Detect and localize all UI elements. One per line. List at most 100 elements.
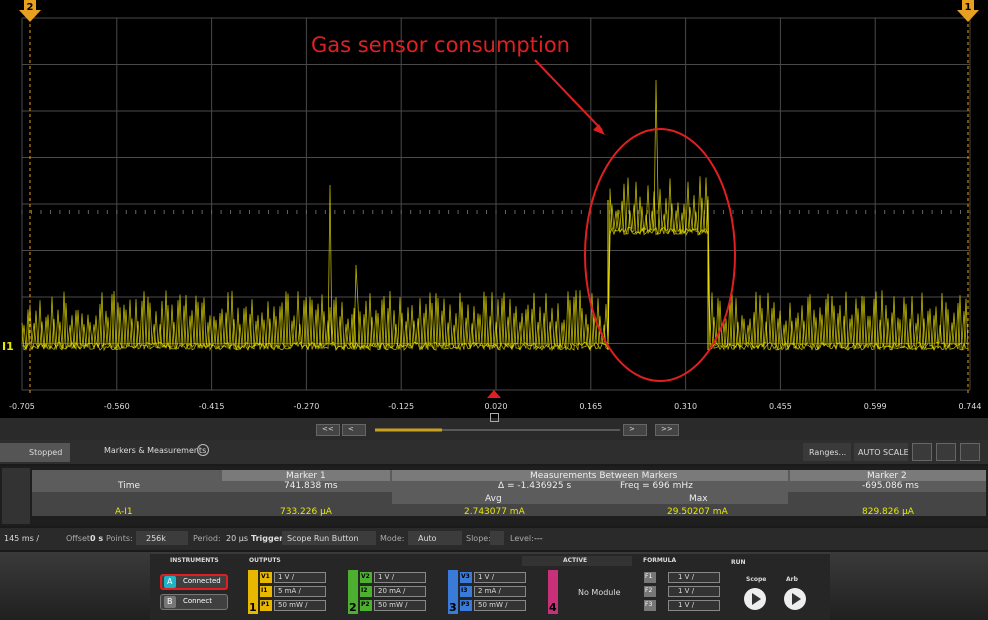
label: Offset: (66, 535, 93, 543)
channel-id-label: I2 (361, 588, 367, 594)
label: Level: (510, 535, 534, 543)
markers-button[interactable]: Markers & Measurements (104, 447, 206, 455)
annotation: Gas sensor consumption (311, 33, 570, 57)
formula-id-label: F3 (645, 602, 652, 608)
scale-label: 1 V / (678, 602, 694, 609)
x-tick-label: 0.599 (864, 402, 887, 411)
channel-label: I1 (2, 340, 14, 353)
column-title: Marker 1 (286, 472, 326, 481)
x-tick-label: 0.744 (959, 402, 982, 411)
nav-label[interactable]: < (348, 426, 354, 433)
zoom-box[interactable] (912, 443, 932, 461)
play-icon (752, 593, 761, 605)
nav-button[interactable] (342, 424, 366, 436)
scale-label: 50 mW / (278, 602, 307, 609)
scale-label: 5 mA / (278, 588, 301, 595)
instrument-id: A (167, 578, 172, 586)
scale-label: 50 mW / (478, 602, 507, 609)
x-tick-label: -0.270 (294, 402, 320, 411)
formula-id-label: F1 (645, 574, 652, 580)
cell: 733.226 µA (280, 508, 332, 517)
zoom-center[interactable] (490, 413, 499, 422)
formula-id-label: F2 (645, 588, 652, 594)
channel-id-label: P1 (261, 602, 270, 608)
x-tick-label: -0.125 (388, 402, 414, 411)
scale-label: 1 V / (278, 574, 294, 581)
channel-id-label: I1 (261, 588, 267, 594)
value: Scope Run Button (287, 535, 359, 543)
autoscale-label: AUTO SCALE (858, 449, 909, 457)
channel-id-label: P3 (461, 602, 470, 608)
cell: 29.50207 mA (667, 508, 728, 517)
label: Slope: (466, 535, 491, 543)
instrument-id: B (167, 598, 173, 606)
nav-label[interactable]: >> (661, 426, 673, 433)
nav-label[interactable]: << (322, 426, 334, 433)
section-title: INSTRUMENTS (170, 558, 219, 564)
section-title: ACTIVE (563, 558, 587, 564)
scale-label: 2 mA / (478, 588, 501, 595)
side-icons (2, 468, 30, 524)
x-tick-label: -0.705 (9, 402, 35, 411)
label: Trigger (251, 535, 283, 543)
scale-label: 1 V / (678, 588, 694, 595)
marker-label: 2 (27, 2, 34, 13)
slope-button[interactable] (490, 531, 504, 545)
ranges-label: Ranges... (809, 449, 846, 457)
x-tick-label: -0.560 (104, 402, 130, 411)
value: 256k (146, 535, 166, 543)
channel-number: 2 (349, 602, 357, 613)
channel-number: 1 (249, 602, 257, 613)
marker-label: 1 (965, 2, 972, 13)
row-label: Time (118, 482, 140, 491)
play-icon (792, 593, 801, 605)
column-title: Measurements Between Markers (530, 472, 677, 481)
label: Period: (193, 535, 221, 543)
module-label: No Module (578, 589, 621, 597)
x-tick-label: 0.455 (769, 402, 792, 411)
run-label: Arb (786, 577, 798, 583)
column-title: Marker 2 (867, 472, 907, 481)
instrument-status: Connected (183, 578, 221, 585)
x-tick-label: -0.415 (199, 402, 225, 411)
status-label: Stopped (29, 449, 62, 457)
nav-button[interactable] (623, 424, 647, 436)
scale-label: 20 mA / (378, 588, 405, 595)
channel-id-label: V3 (461, 574, 470, 580)
timebase-dropdown[interactable]: 145 ms / (4, 535, 39, 543)
label: Mode: (380, 535, 405, 543)
scale-label: 1 V / (378, 574, 394, 581)
value: 20 µs (226, 535, 248, 543)
channel-number: 4 (549, 602, 557, 613)
cell: 741.838 ms (284, 482, 338, 491)
x-tick-label: 0.165 (579, 402, 602, 411)
scope-background (0, 0, 988, 440)
cell: 829.826 µA (862, 508, 914, 517)
cell: 2.743077 mA (464, 508, 525, 517)
subheader (392, 492, 788, 504)
value: --- (534, 535, 543, 543)
nav-label[interactable]: > (629, 426, 635, 433)
channel-number: 3 (449, 602, 457, 613)
dropdown-icon[interactable] (197, 444, 209, 456)
section-title: FORMULA (643, 558, 676, 564)
section-title: OUTPUTS (249, 558, 281, 564)
value: Auto (418, 535, 437, 543)
scope-display: 2 1 I1 Gas sensor consumption -0.705 -0.5… (0, 0, 988, 440)
zoom-in[interactable] (936, 443, 956, 461)
run-label: Scope (746, 577, 766, 583)
section-title: RUN (731, 560, 746, 566)
zoom-out[interactable] (960, 443, 980, 461)
x-tick-label: 0.020 (485, 402, 508, 411)
cell: Freq = 696 mHz (620, 482, 693, 491)
channel-id-label: P2 (361, 602, 370, 608)
scale-label: 1 V / (678, 574, 694, 581)
instrument-status: Connect (183, 598, 212, 605)
row-label: A-I1 (115, 508, 133, 517)
cell: Δ = -1.436925 s (498, 482, 571, 491)
label: Points: (106, 535, 133, 543)
channel-id-label: V1 (261, 574, 270, 580)
value: 0 s (90, 535, 103, 543)
scale-label: 50 mW / (378, 602, 407, 609)
scope-app: 2 1 I1 Gas sensor consumption -0.705 -0.5… (0, 0, 988, 620)
